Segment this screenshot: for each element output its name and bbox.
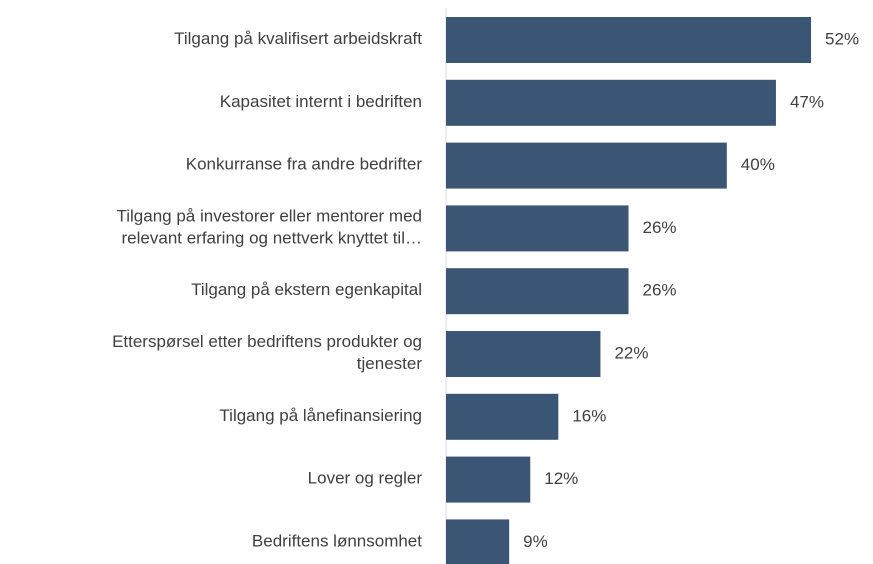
value-label: 9% [523,532,548,551]
bar [446,142,727,189]
category-label: Konkurranse fra andre bedrifter [186,155,423,174]
category-label-line: Etterspørsel etter bedriftens produkter … [112,332,422,351]
category-label: Tilgang på ekstern egenkapital [191,281,422,300]
bar [446,79,776,126]
category-label-line: Tilgang på kvalifisert arbeidskraft [174,29,422,48]
bar [446,519,510,564]
value-label: 22% [614,343,648,362]
category-label: Tilgang på investorer eller mentorer med… [116,207,422,248]
value-label: 47% [790,92,824,111]
bar [446,331,601,377]
category-label: Kapasitet internt i bedriften [220,92,422,111]
category-label: Etterspørsel etter bedriftens produkter … [112,332,422,373]
bar [446,456,531,503]
value-label: 26% [643,281,677,300]
bar [446,268,629,315]
category-label-line: Tilgang på investorer eller mentorer med [116,207,422,226]
category-label-line: Konkurranse fra andre bedrifter [186,155,423,174]
category-label-line: tjenester [357,354,423,373]
category-label: Lover og regler [308,469,423,488]
value-label: 16% [572,406,606,425]
value-label: 52% [825,29,859,48]
category-label-line: Kapasitet internt i bedriften [220,92,422,111]
category-label-line: Tilgang på ekstern egenkapital [191,281,422,300]
value-label: 40% [741,155,775,174]
bar [446,205,629,252]
category-label-line: Tilgang på lånefinansiering [219,406,422,425]
category-label-line: Lover og regler [308,469,423,488]
category-label: Tilgang på kvalifisert arbeidskraft [174,29,422,48]
value-label: 12% [544,469,578,488]
value-label: 26% [643,218,677,237]
category-label-line: relevant erfaring og nettverk knyttet ti… [122,229,422,248]
bar [446,393,559,440]
category-label: Tilgang på lånefinansiering [219,406,422,425]
bar [446,17,812,63]
category-label: Bedriftens lønnsomhet [252,532,422,551]
category-label-line: Bedriftens lønnsomhet [252,532,422,551]
